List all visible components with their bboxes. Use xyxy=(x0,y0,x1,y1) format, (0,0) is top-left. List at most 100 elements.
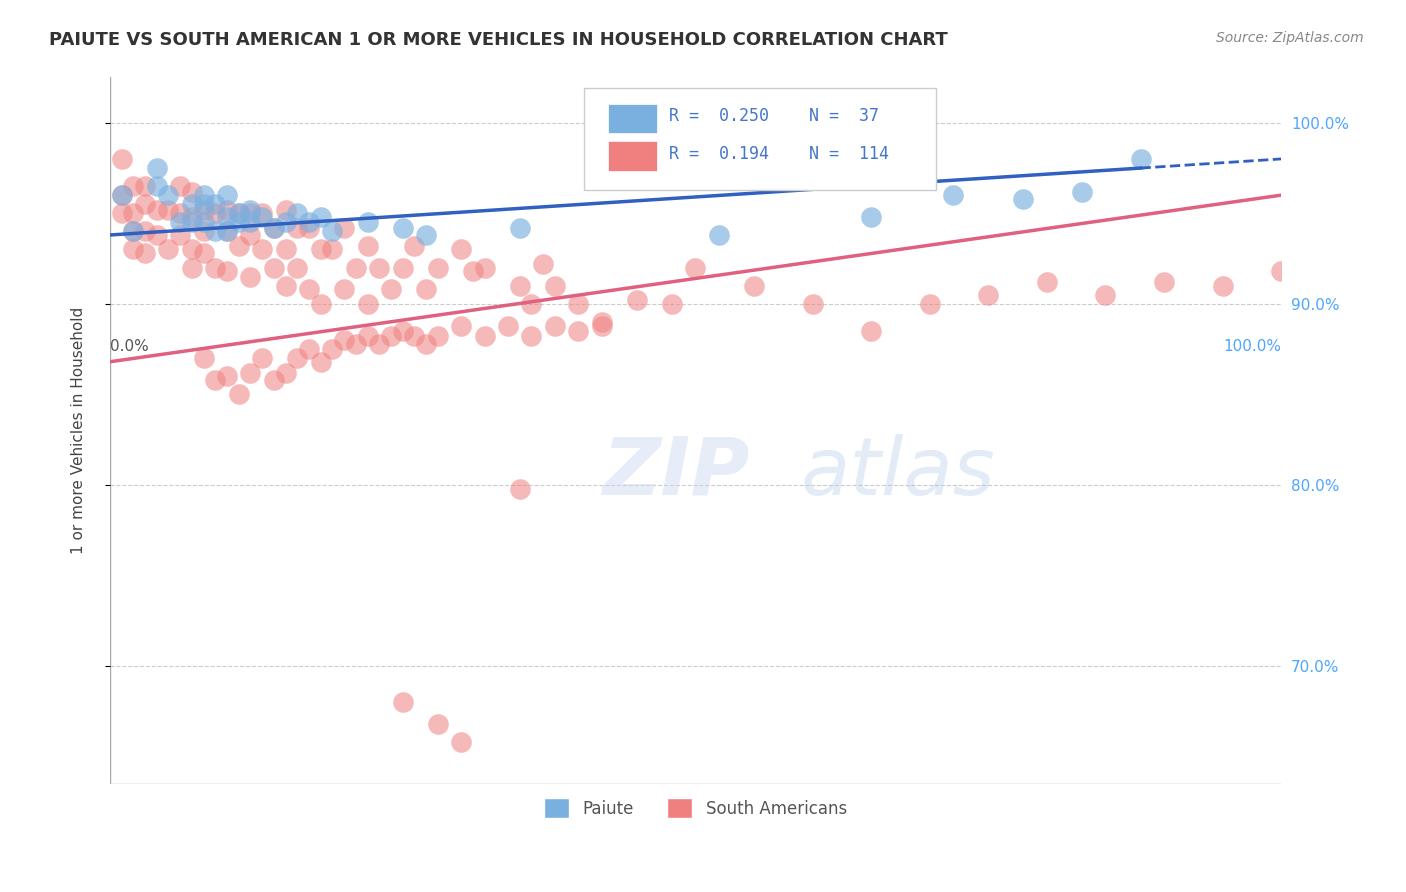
Text: R =  0.250    N =  37: R = 0.250 N = 37 xyxy=(668,107,879,125)
Point xyxy=(274,215,297,229)
FancyBboxPatch shape xyxy=(585,88,935,191)
Point xyxy=(520,329,543,343)
Point xyxy=(180,215,202,229)
Point xyxy=(591,315,613,329)
Point xyxy=(509,220,531,235)
Point xyxy=(391,220,413,235)
Point xyxy=(1094,287,1116,301)
Point xyxy=(134,197,156,211)
Point xyxy=(531,257,554,271)
Text: Source: ZipAtlas.com: Source: ZipAtlas.com xyxy=(1216,31,1364,45)
Point xyxy=(215,210,238,224)
Point xyxy=(228,239,250,253)
Point xyxy=(193,197,215,211)
Point xyxy=(298,282,321,296)
Point xyxy=(298,220,321,235)
Point xyxy=(263,220,285,235)
Point xyxy=(215,224,238,238)
Point xyxy=(520,297,543,311)
Point xyxy=(250,206,273,220)
Point xyxy=(285,351,308,366)
Point xyxy=(474,260,496,275)
Point xyxy=(380,329,402,343)
Point xyxy=(180,243,202,257)
Point xyxy=(239,206,262,220)
Point xyxy=(274,243,297,257)
Point xyxy=(1153,275,1175,289)
Point xyxy=(344,336,367,351)
Point xyxy=(356,297,378,311)
Point xyxy=(122,179,145,194)
Point xyxy=(333,220,356,235)
Point xyxy=(134,246,156,260)
FancyBboxPatch shape xyxy=(607,103,657,133)
Text: ZIP: ZIP xyxy=(602,434,749,512)
Point xyxy=(228,215,250,229)
Point xyxy=(180,197,202,211)
Point xyxy=(860,324,883,338)
Point xyxy=(180,260,202,275)
Point xyxy=(193,224,215,238)
Point xyxy=(110,188,132,202)
Point xyxy=(509,278,531,293)
Point xyxy=(333,282,356,296)
Point xyxy=(204,373,226,387)
Point xyxy=(215,202,238,217)
Point xyxy=(391,695,413,709)
Point xyxy=(263,220,285,235)
Point xyxy=(193,202,215,217)
Point xyxy=(391,260,413,275)
Point xyxy=(122,206,145,220)
Y-axis label: 1 or more Vehicles in Household: 1 or more Vehicles in Household xyxy=(72,307,86,554)
Point xyxy=(180,185,202,199)
Point xyxy=(321,243,343,257)
Point xyxy=(145,202,167,217)
Point xyxy=(145,179,167,194)
Point xyxy=(180,210,202,224)
Point xyxy=(122,224,145,238)
Point xyxy=(228,206,250,220)
Point xyxy=(239,366,262,380)
Point xyxy=(391,324,413,338)
Point xyxy=(1270,264,1292,278)
Point xyxy=(122,224,145,238)
Point xyxy=(626,293,648,308)
Point xyxy=(193,215,215,229)
Point xyxy=(368,260,391,275)
Point xyxy=(404,329,426,343)
Point xyxy=(215,369,238,384)
Point xyxy=(321,342,343,356)
Point xyxy=(415,282,437,296)
Point xyxy=(204,197,226,211)
Point xyxy=(474,329,496,343)
Point xyxy=(544,318,567,333)
Legend: Paiute, South Americans: Paiute, South Americans xyxy=(537,791,853,825)
Point xyxy=(415,227,437,242)
Point xyxy=(356,329,378,343)
Point xyxy=(1012,192,1035,206)
Point xyxy=(110,152,132,166)
Point xyxy=(661,297,683,311)
Point xyxy=(250,351,273,366)
Point xyxy=(204,260,226,275)
Point xyxy=(228,206,250,220)
Point xyxy=(942,188,965,202)
Point xyxy=(228,387,250,401)
Point xyxy=(426,329,449,343)
Point xyxy=(274,366,297,380)
Text: R =  0.194    N =  114: R = 0.194 N = 114 xyxy=(668,145,889,162)
Point xyxy=(157,243,180,257)
Point xyxy=(309,210,332,224)
Point xyxy=(157,188,180,202)
Point xyxy=(368,336,391,351)
Point xyxy=(204,224,226,238)
Point xyxy=(344,260,367,275)
Point xyxy=(193,351,215,366)
Point xyxy=(309,355,332,369)
Point xyxy=(263,260,285,275)
Point xyxy=(134,179,156,194)
Point xyxy=(285,206,308,220)
Point xyxy=(239,215,262,229)
Point xyxy=(134,224,156,238)
Point xyxy=(285,220,308,235)
